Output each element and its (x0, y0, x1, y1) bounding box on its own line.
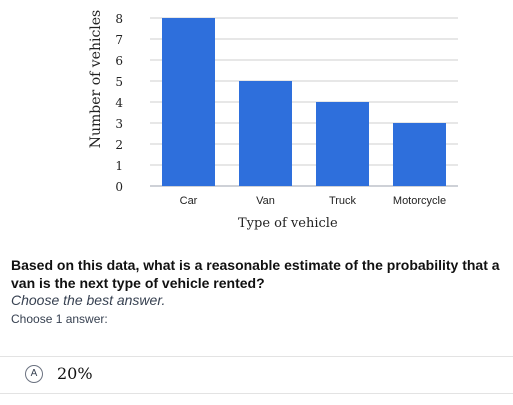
option-letter-badge: A (25, 364, 43, 383)
divider (0, 393, 513, 394)
bar-chart: 0 1 2 3 4 5 6 7 8 Car Van Truck Motorcycle Number o… (88, 10, 458, 207)
y-tick-label: 2 (115, 138, 123, 152)
bar-motorcycle (393, 123, 446, 186)
y-tick-label: 6 (115, 54, 123, 68)
x-tick-label: Motorcycle (393, 195, 446, 207)
y-tick-label: 1 (115, 159, 123, 173)
question-text: Based on this data, what is a reasonable… (11, 257, 500, 291)
y-tick-labels: 0 1 2 3 4 5 6 7 8 (115, 12, 123, 194)
x-tick-label: Van (256, 195, 275, 207)
x-tick-labels: Car Van Truck Motorcycle (180, 195, 446, 207)
chart-bars (162, 18, 446, 186)
x-tick-label: Truck (329, 195, 357, 207)
y-tick-label: 5 (115, 75, 123, 89)
choose-answer-label: Choose 1 answer: (11, 312, 108, 326)
instruction-text: Choose the best answer. (11, 292, 166, 308)
y-tick-label: 7 (115, 33, 123, 47)
bar-truck (316, 102, 369, 186)
y-axis-label: Number of vehicles (88, 10, 104, 148)
y-tick-label: 0 (115, 180, 123, 194)
x-tick-label: Car (180, 195, 198, 207)
divider (0, 356, 513, 357)
bar-car (162, 18, 215, 186)
bar-van (239, 81, 292, 186)
option-text: 20% (57, 364, 93, 383)
x-axis-label: Type of vehicle (238, 216, 338, 231)
y-tick-label: 4 (115, 96, 123, 110)
answer-option-a[interactable]: A 20% (25, 364, 93, 383)
y-tick-label: 8 (115, 12, 123, 26)
y-tick-label: 3 (115, 117, 123, 131)
